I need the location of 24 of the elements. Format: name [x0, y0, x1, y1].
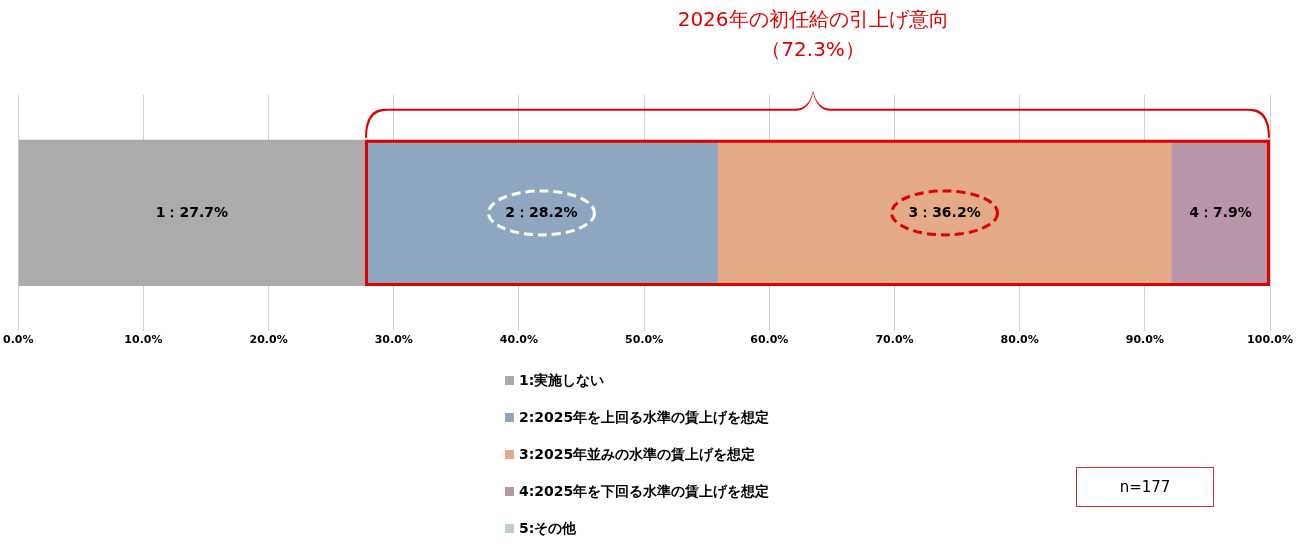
x-tick-label: 70.0% — [875, 333, 914, 347]
x-tick-label: 90.0% — [1125, 333, 1164, 347]
text: n=177 — [1076, 467, 1214, 507]
text: （72.3%） — [761, 36, 865, 63]
legend-label: 2:2025年を上回る水準の賃上げを想定 — [519, 408, 770, 427]
x-tick-label: 60.0% — [750, 333, 789, 347]
x-tick-label: 100.0% — [1247, 333, 1293, 347]
x-tick-label: 50.0% — [625, 333, 664, 347]
x-tick-label: 20.0% — [249, 333, 288, 347]
legend-label: 5:その他 — [519, 519, 577, 538]
text: 2026年の初任給の引上げ意向 — [677, 6, 949, 33]
data-label: 1：27.7% — [155, 203, 229, 220]
data-label: 2：28.2% — [505, 203, 578, 220]
data-label: 4：7.9% — [1189, 203, 1252, 220]
legend-label: 4:2025年を下回る水準の賃上げを想定 — [519, 482, 770, 501]
x-tick-label: 30.0% — [374, 333, 413, 347]
x-tick-label: 80.0% — [1000, 333, 1039, 347]
data-label: 3：36.2% — [908, 203, 981, 220]
x-tick-label: 0.0% — [3, 333, 34, 347]
bar — [18, 139, 365, 286]
legend-label: 3:2025年並みの水準の賃上げを想定 — [519, 445, 756, 464]
legend-label: 1:実施しない — [519, 371, 605, 390]
x-tick-label: 10.0% — [124, 333, 163, 347]
x-tick-label: 40.0% — [499, 333, 539, 347]
